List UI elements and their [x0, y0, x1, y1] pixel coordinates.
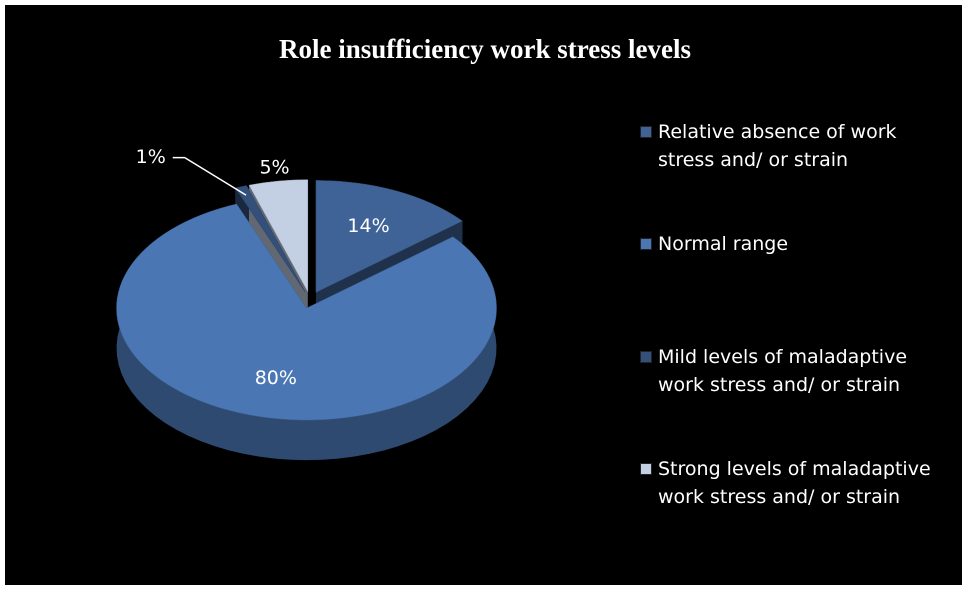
legend-label: Normal range — [658, 233, 789, 255]
data-label: 14% — [347, 215, 389, 237]
legend-label: Relative absence of work stress and/ or … — [658, 121, 897, 171]
legend-item: Strong levels of maladaptive work stress… — [640, 455, 940, 511]
data-label: 80% — [255, 367, 297, 389]
chart-title: Role insufficiency work stress levels — [279, 34, 691, 64]
data-label: 1% — [136, 146, 166, 168]
legend-swatch — [640, 126, 652, 138]
legend-item: Relative absence of work stress and/ or … — [640, 118, 940, 174]
legend-swatch — [640, 351, 652, 363]
slice — [315, 180, 463, 293]
legend-swatch — [640, 238, 652, 250]
leader-line — [172, 156, 247, 196]
legend-label: Strong levels of maladaptive work stress… — [658, 458, 931, 508]
slice — [248, 179, 309, 292]
legend-item: Normal range — [640, 230, 940, 258]
slice — [116, 203, 497, 421]
legend-item: Mild levels of maladaptive work stress a… — [640, 343, 940, 399]
data-label: 5% — [259, 156, 289, 178]
legend-label: Mild levels of maladaptive work stress a… — [658, 346, 908, 396]
legend-swatch — [640, 463, 652, 475]
